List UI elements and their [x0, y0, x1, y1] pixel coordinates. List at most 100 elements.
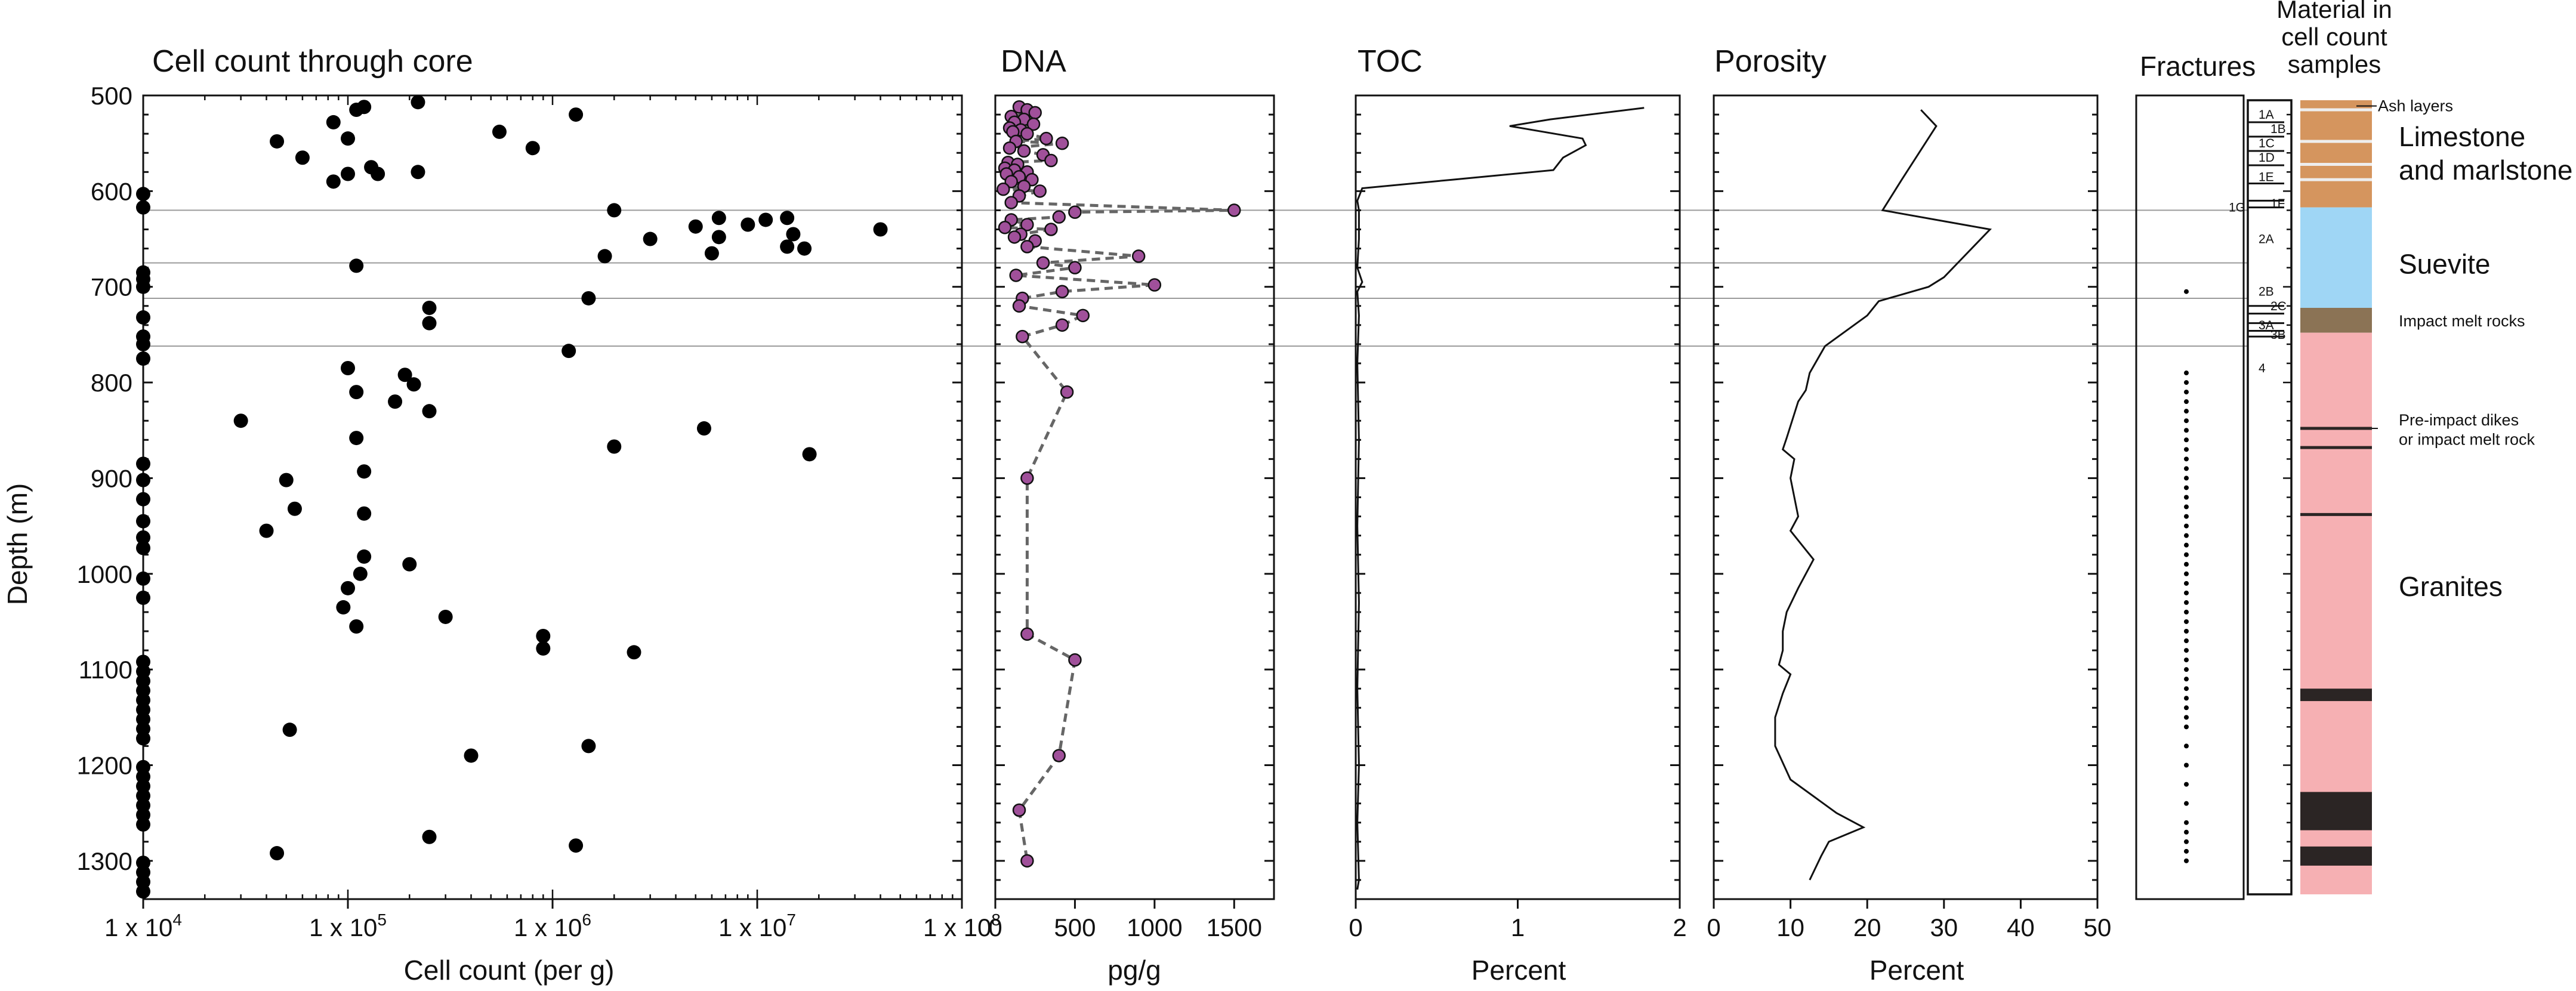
- cell-count-point: [397, 368, 412, 382]
- cell-count-point: [422, 300, 437, 315]
- dna-point: [1052, 210, 1066, 224]
- cell-count-point: [711, 211, 726, 226]
- fractures-frame: [2135, 94, 2245, 900]
- unit-label: 1F: [2270, 197, 2285, 211]
- cell-count-point: [336, 600, 351, 615]
- toc-tick-label: 1: [1511, 913, 1525, 941]
- porosity-tick-label: 30: [1930, 913, 1958, 941]
- cell-count-point: [136, 187, 150, 202]
- cell-count-point: [696, 421, 711, 436]
- cell-count-point: [569, 838, 584, 853]
- dna-point: [1076, 308, 1090, 323]
- dna-point: [1068, 261, 1082, 274]
- cell-count-point: [349, 619, 364, 634]
- dna-point: [1068, 653, 1082, 667]
- toc-title: TOC: [1358, 44, 1423, 79]
- lithology-layer: [2300, 207, 2372, 308]
- cell-count-point: [402, 557, 417, 572]
- dna-point: [1020, 471, 1034, 485]
- porosity-series-line: [1774, 109, 1992, 881]
- fracture-mark: [2184, 504, 2189, 510]
- porosity-tick-label: 20: [1853, 913, 1881, 941]
- cell-count-point: [643, 231, 658, 246]
- dna-point: [1020, 854, 1034, 868]
- fracture-mark: [2184, 289, 2189, 294]
- cell-count-point: [326, 115, 341, 129]
- fractures-title: Fractures: [2140, 51, 2256, 82]
- fracture-mark: [2184, 399, 2189, 405]
- cell-count-point: [607, 203, 622, 218]
- lithology-column: Material in cell count samples Ash layer…: [2276, 0, 2573, 894]
- dna-panel: DNA pg/g 0 500 1000 1500: [988, 44, 1275, 986]
- fracture-mark: [2184, 485, 2189, 490]
- lithology-layer: [2300, 307, 2372, 333]
- dna-point: [1017, 144, 1031, 158]
- units-frame: [2247, 99, 2293, 896]
- fracture-mark: [2184, 820, 2189, 825]
- dna-point: [1012, 299, 1026, 313]
- lithology-layer: [2300, 100, 2372, 208]
- cell-count-point: [406, 377, 421, 392]
- cell-count-point: [797, 241, 812, 256]
- dna-tick-label: 0: [988, 913, 1002, 941]
- fracture-mark: [2184, 380, 2189, 385]
- dna-point: [1026, 117, 1041, 131]
- granites-label: Granites: [2399, 571, 2503, 602]
- dna-point: [1007, 230, 1022, 244]
- fracture-mark: [2184, 600, 2189, 605]
- dna-point: [1016, 329, 1029, 344]
- dna-point: [1055, 285, 1069, 298]
- cell-count-point: [536, 641, 551, 656]
- cell-count-point: [357, 506, 372, 521]
- fracture-mark: [2184, 696, 2189, 701]
- cell-count-point: [136, 541, 150, 555]
- cell-count-frame: [142, 94, 963, 900]
- dna-point: [1147, 278, 1162, 292]
- porosity-axis-label: Percent: [1869, 955, 1964, 986]
- lithology-title-line-3: samples: [2288, 50, 2381, 78]
- cell-count-point: [438, 609, 453, 624]
- depth-tick-label: 1200: [77, 752, 132, 780]
- unit-label: 1A: [2259, 108, 2274, 122]
- cell-count-point: [357, 464, 372, 479]
- unit-label: 1G: [2229, 201, 2245, 215]
- cell-count-point: [780, 239, 795, 254]
- cell-count-point: [704, 246, 719, 261]
- toc-axis-label: Percent: [1471, 955, 1566, 986]
- fracture-mark: [2184, 418, 2189, 424]
- fracture-mark: [2184, 437, 2189, 443]
- cell-count-point: [136, 530, 150, 545]
- cell-count-point: [353, 566, 368, 581]
- cell-count-point: [349, 258, 364, 273]
- cell-count-point: [136, 884, 150, 899]
- ash-layers-label: Ash layers: [2378, 97, 2453, 115]
- fracture-mark: [2184, 428, 2189, 433]
- toc-tick-label: 0: [1349, 913, 1362, 941]
- limestone-label: Limestone: [2399, 121, 2525, 152]
- toc-panel: TOC Percent 0 1 2: [1349, 44, 1686, 986]
- fracture-mark: [2184, 657, 2189, 663]
- cell-count-point: [422, 829, 437, 844]
- dna-point: [1020, 240, 1034, 254]
- cell-count-point: [536, 629, 551, 644]
- porosity-frame: [1713, 94, 2099, 900]
- fracture-mark: [2184, 552, 2189, 557]
- cell-count-point: [802, 447, 817, 462]
- porosity-tick-label: 40: [2007, 913, 2035, 941]
- suevite-label: Suevite: [2399, 249, 2490, 280]
- dna-point: [1044, 223, 1058, 236]
- porosity-panel: Porosity Percent 0 10 20 30 40 50: [1707, 44, 2111, 986]
- cell-count-point: [786, 227, 801, 242]
- cell-count-point: [597, 249, 612, 264]
- fracture-mark: [2184, 447, 2189, 452]
- cell-count-point: [341, 131, 355, 146]
- porosity-tick-label: 10: [1776, 913, 1804, 941]
- cell-count-point: [136, 590, 150, 605]
- fractures-panel: Fractures: [2135, 51, 2256, 900]
- cell-count-point: [259, 523, 274, 538]
- unit-label: 1B: [2270, 122, 2286, 136]
- cell-count-point: [136, 514, 150, 529]
- dna-point: [1036, 256, 1050, 270]
- cell-count-point: [326, 174, 341, 189]
